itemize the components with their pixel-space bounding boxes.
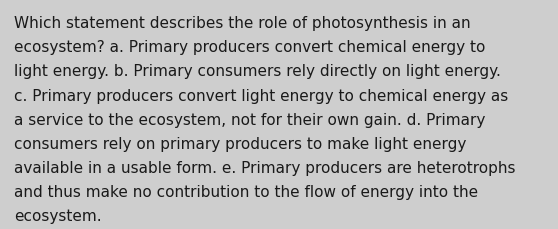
Text: a service to the ecosystem, not for their own gain. d. Primary: a service to the ecosystem, not for thei… [14, 112, 485, 127]
Text: c. Primary producers convert light energy to chemical energy as: c. Primary producers convert light energ… [14, 88, 508, 103]
Text: light energy. b. Primary consumers rely directly on light energy.: light energy. b. Primary consumers rely … [14, 64, 501, 79]
Text: consumers rely on primary producers to make light energy: consumers rely on primary producers to m… [14, 136, 466, 151]
Text: and thus make no contribution to the flow of energy into the: and thus make no contribution to the flo… [14, 184, 478, 199]
Text: available in a usable form. e. Primary producers are heterotrophs: available in a usable form. e. Primary p… [14, 160, 516, 175]
Text: Which statement describes the role of photosynthesis in an: Which statement describes the role of ph… [14, 16, 470, 31]
Text: ecosystem? a. Primary producers convert chemical energy to: ecosystem? a. Primary producers convert … [14, 40, 485, 55]
Text: ecosystem.: ecosystem. [14, 208, 102, 223]
